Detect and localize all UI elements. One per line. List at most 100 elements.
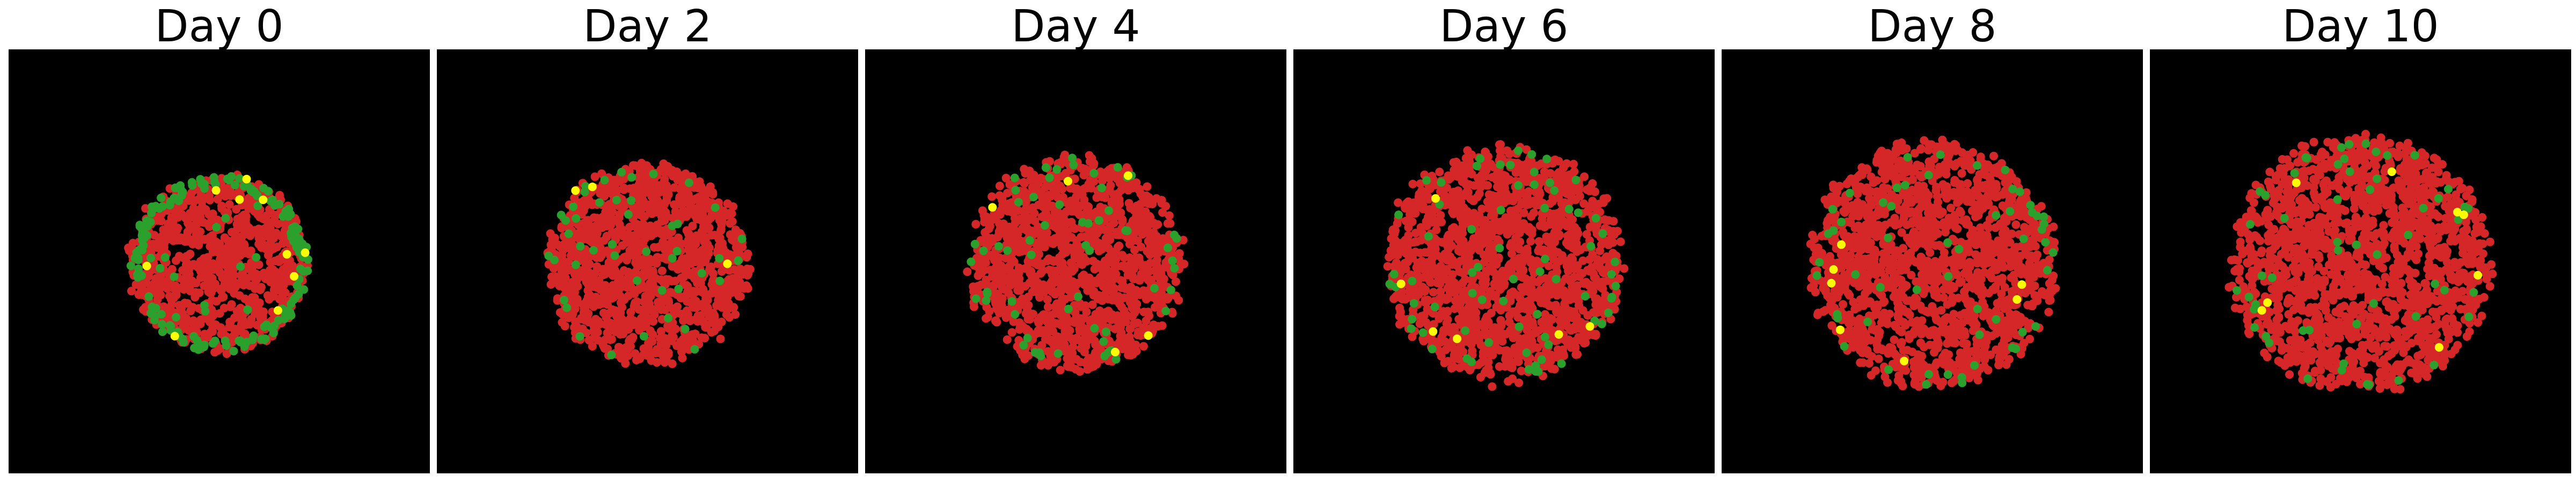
red-cell-point: [1388, 225, 1397, 234]
red-cell-point: [1135, 253, 1144, 262]
red-cell-point: [688, 222, 697, 231]
green-cell-point: [253, 201, 262, 210]
red-cell-point: [266, 244, 275, 253]
green-cell-point: [715, 276, 724, 286]
red-cell-point: [1115, 325, 1124, 334]
red-cell-point: [1532, 328, 1541, 337]
red-cell-point: [1082, 336, 1092, 346]
green-cell-point: [142, 216, 151, 225]
red-cell-point: [1105, 309, 1114, 318]
red-cell-point: [1059, 214, 1068, 223]
red-cell-point: [558, 310, 567, 319]
green-cell-point: [575, 332, 584, 341]
green-cell-point: [982, 296, 991, 305]
red-cell-point: [165, 291, 174, 301]
green-cell-point: [158, 327, 167, 336]
red-cell-point: [1615, 274, 1624, 283]
red-cell-point: [605, 260, 614, 269]
red-cell-point: [608, 207, 617, 216]
yellow-cell-point: [282, 250, 291, 259]
red-cell-point: [1159, 281, 1168, 290]
red-cell-point: [675, 259, 684, 268]
red-cell-point: [1166, 219, 1175, 228]
red-cell-point: [982, 213, 991, 222]
red-cell-point: [182, 258, 192, 267]
red-cell-point: [1045, 202, 1054, 211]
red-cell-point: [624, 268, 633, 276]
red-cell-point: [1153, 220, 1162, 229]
red-cell-point: [709, 326, 719, 335]
red-cell-point: [650, 206, 659, 215]
green-cell-point: [1011, 310, 1020, 319]
red-cell-point: [743, 265, 752, 273]
red-cell-point: [728, 235, 737, 244]
red-cell-point: [1152, 239, 1161, 248]
red-cell-point: [1000, 285, 1008, 294]
red-cell-point: [1616, 237, 1625, 246]
red-cell-point: [656, 327, 665, 336]
red-cell-point: [1456, 257, 1465, 266]
red-cell-point: [188, 303, 197, 312]
green-cell-point: [178, 187, 187, 196]
red-cell-point: [1086, 284, 1095, 293]
red-cell-point: [723, 199, 732, 208]
red-cell-point: [631, 298, 640, 308]
green-cell-point: [156, 264, 165, 273]
red-cell-point: [267, 209, 276, 218]
red-cell-point: [214, 239, 223, 248]
red-cell-point: [1051, 319, 1060, 328]
red-cell-point: [164, 228, 173, 237]
red-cell-point: [1056, 365, 1065, 375]
red-cell-point: [1013, 206, 1022, 215]
red-cell-point: [232, 325, 241, 334]
red-cell-point: [1100, 225, 1109, 235]
red-cell-point: [592, 294, 601, 303]
red-cell-point: [626, 308, 635, 317]
red-cell-point: [1003, 188, 1012, 197]
red-cell-point: [213, 346, 222, 355]
scatter-plot: [865, 49, 1286, 473]
red-cell-point: [1057, 306, 1066, 316]
red-cell-point: [1075, 299, 1084, 308]
green-cell-point: [303, 255, 312, 264]
red-cell-point: [189, 204, 198, 213]
green-cell-point: [639, 332, 648, 341]
red-cell-point: [616, 291, 625, 301]
red-cell-point: [675, 291, 684, 301]
red-cell-point: [1516, 237, 1525, 246]
red-cell-point: [582, 328, 591, 338]
yellow-cell-point: [588, 182, 597, 192]
red-cell-point: [682, 281, 691, 290]
green-cell-point: [230, 180, 239, 189]
red-cell-point: [1056, 259, 1065, 268]
green-cell-point: [260, 335, 269, 345]
green-cell-point: [994, 241, 1003, 251]
scatter-plot: [1293, 49, 1715, 473]
red-cell-point: [1501, 362, 1510, 371]
green-cell-point: [1053, 349, 1063, 358]
red-cell-point: [1497, 283, 1506, 292]
red-cell-point: [138, 286, 148, 295]
red-cell-point: [200, 235, 209, 244]
red-cell-point: [1024, 215, 1034, 224]
red-cell-point: [717, 317, 726, 326]
red-cell-point: [208, 327, 217, 336]
red-cell-point: [700, 234, 709, 243]
green-cell-point: [1168, 256, 1177, 265]
green-cell-point: [292, 243, 301, 252]
green-cell-point: [179, 338, 188, 347]
green-cell-point: [160, 253, 170, 262]
red-cell-point: [1424, 185, 1433, 194]
red-cell-point: [227, 300, 236, 309]
red-cell-point: [1526, 237, 1535, 246]
green-cell-point: [1094, 216, 1103, 225]
red-cell-point: [976, 264, 985, 273]
red-cell-point: [264, 251, 273, 260]
red-cell-point: [1038, 266, 1047, 275]
red-cell-point: [612, 216, 621, 225]
red-cell-point: [206, 195, 214, 204]
red-cell-point: [246, 246, 255, 255]
red-cell-point: [1078, 260, 1087, 269]
panel-day: Day 4: [865, 0, 1286, 483]
red-cell-point: [1064, 362, 1072, 371]
